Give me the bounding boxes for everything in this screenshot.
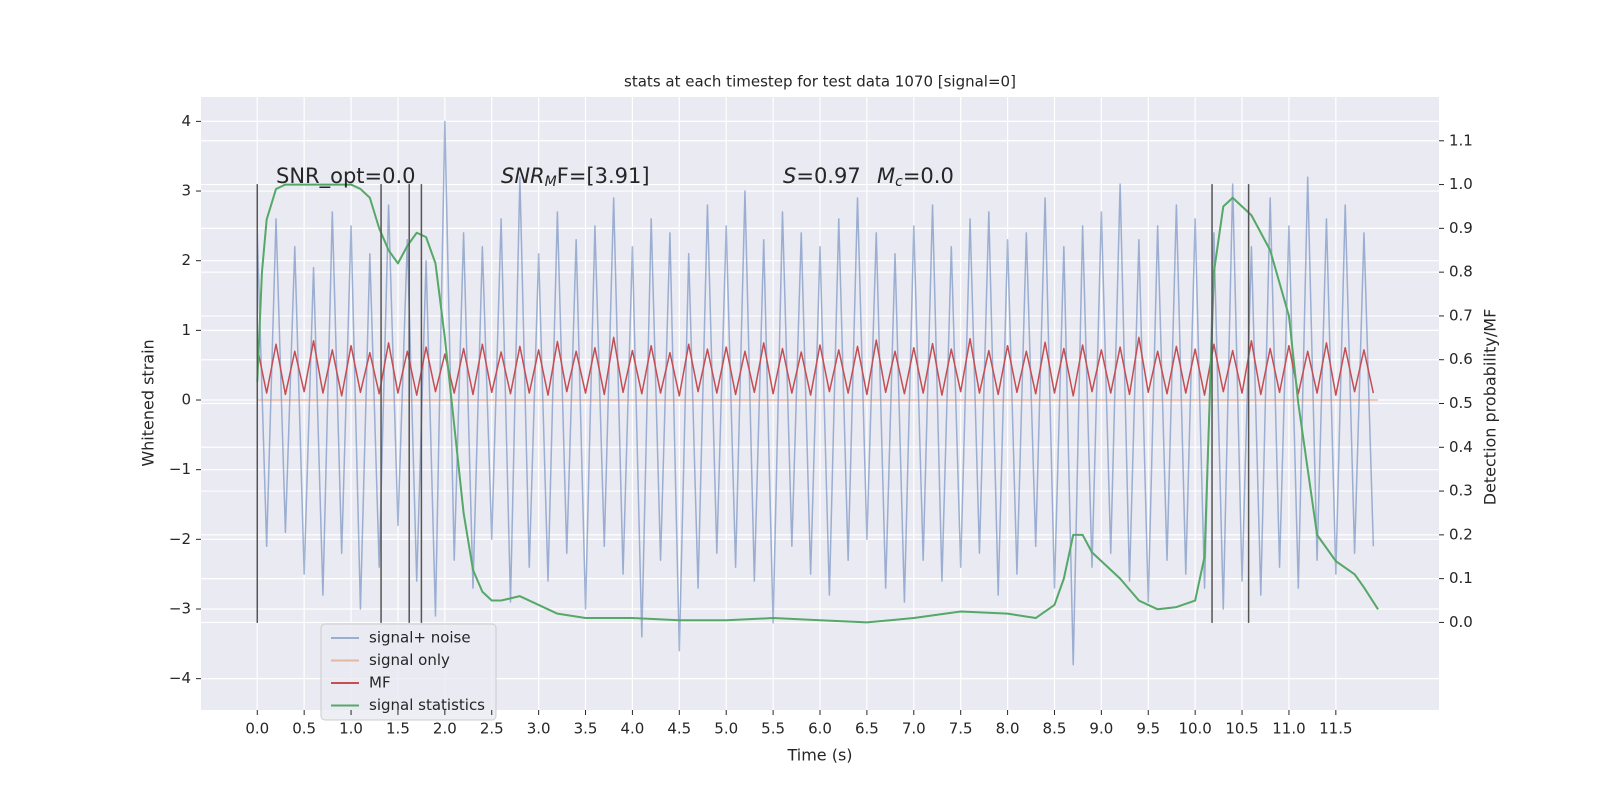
- y-tick-label: −2: [169, 530, 191, 548]
- chart-title: stats at each timestep for test data 107…: [624, 73, 1016, 91]
- annotation-text: =0.0: [903, 164, 954, 188]
- annotation-subscript: M: [545, 174, 557, 190]
- x-tick-label: 10.5: [1225, 720, 1258, 738]
- annotation-symbol: SNR: [501, 164, 545, 188]
- series-line: [256, 183, 1379, 624]
- x-tick-label: 4.0: [620, 720, 644, 738]
- y2-tick-label: 0.6: [1449, 350, 1473, 368]
- x-tick-label: 8.0: [996, 720, 1020, 738]
- annotation-text: F=[3.91]: [557, 164, 650, 188]
- x-tick-label: 1.5: [386, 720, 410, 738]
- y-tick-label: 0: [181, 391, 191, 409]
- annotation: S=0.97: [783, 164, 861, 188]
- y-axis-label: Whitened strain: [139, 339, 158, 466]
- x-tick-label: 3.0: [527, 720, 551, 738]
- x-tick-label: 2.5: [480, 720, 504, 738]
- annotation: SNRMF=[3.91]: [501, 164, 650, 190]
- y-tick-label: −4: [169, 669, 191, 687]
- x-tick-label: 1.0: [339, 720, 363, 738]
- x-tick-label: 6.0: [808, 720, 832, 738]
- legend-label: signal statistics: [369, 696, 485, 714]
- y-tick-label: 4: [181, 112, 191, 130]
- annotation-symbol: M: [877, 164, 895, 188]
- x-tick-label: 6.5: [855, 720, 879, 738]
- y2-tick-label: 1.1: [1449, 131, 1473, 149]
- annotation-subscript: c: [895, 174, 903, 190]
- marks: [256, 120, 1379, 666]
- annotation-text: =0.97: [796, 164, 860, 188]
- y2-tick-label: 0.9: [1449, 219, 1473, 237]
- x-axis-label: Time (s): [786, 746, 852, 765]
- legend-label: signal only: [369, 651, 450, 669]
- legend-box: [320, 623, 497, 721]
- y-tick-label: −1: [169, 460, 191, 478]
- annotation-symbol: S: [783, 164, 796, 188]
- x-tick-label: 11.5: [1319, 720, 1352, 738]
- x-tick-label: 0.5: [292, 720, 316, 738]
- y2-tick-label: 0.0: [1449, 613, 1473, 631]
- y2-tick-label: 0.3: [1449, 482, 1473, 500]
- x-tick-label: 0.0: [245, 720, 269, 738]
- legend-label: MF: [369, 674, 391, 692]
- y-tick-label: 1: [181, 321, 191, 339]
- x-tick-label: 9.0: [1089, 720, 1113, 738]
- y2-tick-label: 0.7: [1449, 306, 1473, 324]
- x-tick-label: 8.5: [1043, 720, 1067, 738]
- series-line: [256, 120, 1375, 666]
- x-tick-label: 3.5: [574, 720, 598, 738]
- y2-tick-label: 0.2: [1449, 525, 1473, 543]
- x-tick-label: 7.0: [902, 720, 926, 738]
- y2-axis-label: Detection probability/MF: [1481, 309, 1500, 506]
- legend: signal+ noise signal only MF signal statist…: [320, 623, 497, 721]
- y-tick-label: 3: [181, 182, 191, 200]
- annotation: SNR_opt=0.0: [276, 164, 416, 189]
- y2-tick-label: 1.0: [1449, 175, 1473, 193]
- x-tick-label: 5.5: [761, 720, 785, 738]
- annotation: Mc=0.0: [877, 164, 954, 190]
- y2-tick-label: 0.5: [1449, 394, 1473, 412]
- series-line: [256, 336, 1375, 397]
- y2-tick-label: 0.8: [1449, 263, 1473, 281]
- y-tick-label: 2: [181, 251, 191, 269]
- x-tick-label: 5.0: [714, 720, 738, 738]
- y2-tick-label: 0.1: [1449, 569, 1473, 587]
- x-tick-label: 9.5: [1136, 720, 1160, 738]
- y2-tick-label: 0.4: [1449, 438, 1473, 456]
- x-tick-label: 4.5: [667, 720, 691, 738]
- y-tick-label: −3: [169, 599, 191, 617]
- x-tick-label: 7.5: [949, 720, 973, 738]
- x-tick-label: 2.0: [433, 720, 457, 738]
- x-tick-label: 10.0: [1178, 720, 1211, 738]
- legend-label: signal+ noise: [369, 629, 471, 647]
- annotation-text: SNR_opt=0.0: [276, 164, 416, 189]
- x-tick-label: 11.0: [1272, 720, 1305, 738]
